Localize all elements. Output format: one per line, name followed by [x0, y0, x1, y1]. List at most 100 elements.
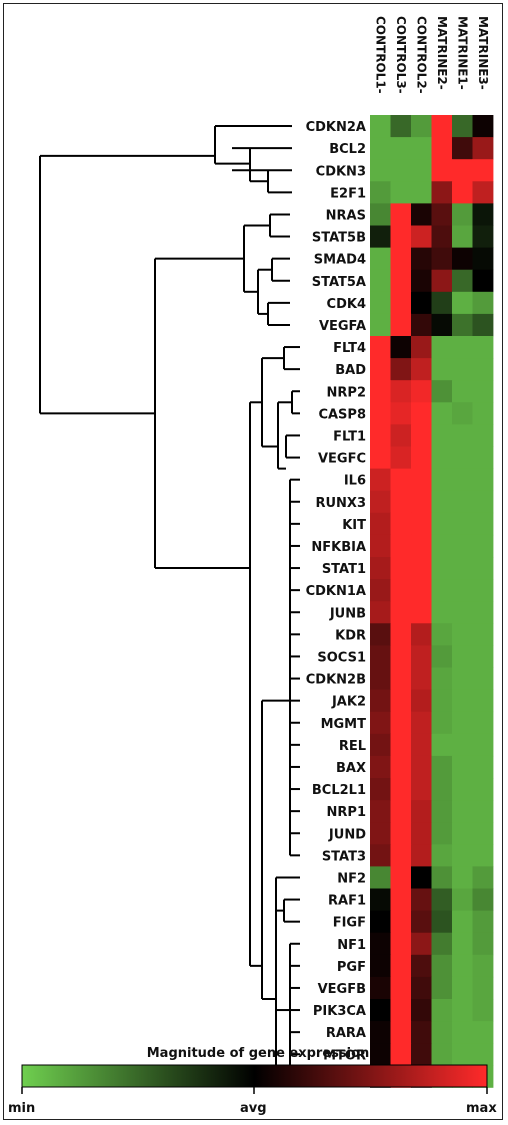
heatmap-cell [472, 999, 494, 1022]
heatmap-cell [431, 269, 453, 293]
heatmap-cell [390, 159, 412, 182]
heatmap-cell [472, 932, 494, 956]
heatmap-cell [411, 1021, 432, 1044]
heatmap-cell [370, 623, 391, 646]
heatmap-cell [370, 313, 391, 337]
heatmap-cell [431, 623, 453, 646]
heatmap-cell [370, 424, 391, 447]
row-label: RUNX3 [315, 496, 366, 511]
heatmap-cell [452, 932, 473, 956]
heatmap-cell [370, 932, 391, 956]
column-label: MATRINE3- [476, 16, 490, 90]
heatmap-cell [411, 579, 432, 602]
row-labels: CDKN2A BCL2 CDKN3 E2F1 NRAS STAT5B SMAD4 STAT5A… [306, 120, 367, 1085]
heatmap-cells [370, 115, 494, 1088]
heatmap-cell [472, 269, 494, 293]
heatmap-cell [472, 866, 494, 889]
heatmap-cell [472, 778, 494, 801]
heatmap-cell [411, 910, 432, 934]
heatmap-cell [390, 424, 412, 447]
heatmap-cell [431, 711, 453, 735]
row-label: KIT [342, 518, 366, 533]
heatmap-cell [370, 755, 391, 779]
row-label: STAT1 [322, 562, 366, 577]
row-label: KDR [335, 628, 366, 643]
heatmap-cell [452, 866, 473, 889]
heatmap-cell [431, 888, 453, 911]
colorbar-min-label: min [8, 1101, 35, 1116]
heatmap-cell [370, 733, 391, 757]
row-label: MGMT [321, 717, 367, 732]
heatmap-cell [452, 137, 473, 160]
row-label: FIGF [333, 916, 366, 931]
heatmap-cell [390, 822, 412, 845]
heatmap-cell [390, 601, 412, 624]
heatmap-cell [431, 932, 453, 956]
figure-frame [3, 3, 503, 1120]
heatmap-cell [452, 557, 473, 580]
heatmap-cell [472, 203, 494, 226]
heatmap-cell [411, 755, 432, 779]
row-label: CDK4 [327, 297, 366, 312]
heatmap-cell [431, 380, 453, 403]
row-label: IL6 [344, 474, 366, 489]
row-label: VEGFA [319, 319, 366, 334]
row-label: JUNB [329, 606, 366, 621]
heatmap-cell [370, 579, 391, 602]
heatmap-cell [370, 269, 391, 293]
heatmap-cell [411, 203, 432, 226]
heatmap-cell [390, 667, 412, 690]
row-label: CDKN1A [306, 584, 366, 599]
heatmap-cell [452, 336, 473, 359]
heatmap-cell [452, 159, 473, 182]
heatmap-cell [431, 1043, 453, 1066]
row-label: NRAS [326, 208, 366, 223]
heatmap-cell [472, 446, 494, 469]
heatmap-cell [390, 623, 412, 646]
heatmap-cell [472, 689, 494, 713]
heatmap-cell [472, 954, 494, 978]
heatmap-cell [431, 689, 453, 713]
heatmap-cell [390, 733, 412, 757]
heatmap-cell [411, 358, 432, 381]
heatmap-cell [431, 291, 453, 315]
heatmap-cell [431, 667, 453, 690]
heatmap-cell [390, 446, 412, 469]
heatmap-cell [452, 778, 473, 801]
row-label: NF2 [337, 871, 366, 886]
heatmap-cell [411, 380, 432, 403]
heatmap-cell [411, 247, 432, 271]
heatmap-cell [390, 181, 412, 204]
heatmap-cell [472, 115, 494, 138]
heatmap-cell [411, 954, 432, 978]
heatmap-cell [431, 601, 453, 624]
heatmap-cell [472, 800, 494, 823]
row-label: BAD [335, 363, 366, 378]
heatmap-cell [390, 203, 412, 226]
heatmap-cell [472, 336, 494, 359]
heatmap-cell [411, 225, 432, 248]
heatmap-cell [472, 424, 494, 447]
row-label: VEGFC [318, 452, 366, 467]
heatmap-cell [370, 1021, 391, 1044]
heatmap-cell [452, 822, 473, 845]
row-label: MTOR [323, 1048, 366, 1063]
heatmap-cell [452, 888, 473, 911]
heatmap-cell [472, 490, 494, 514]
heatmap-cell [431, 468, 453, 492]
heatmap-cell [452, 711, 473, 735]
row-label: FLT4 [333, 341, 366, 356]
heatmap-cell [431, 778, 453, 801]
heatmap-cell [452, 247, 473, 271]
row-label: CDKN3 [316, 164, 366, 179]
heatmap-cell [370, 115, 391, 138]
heatmap-cell [390, 468, 412, 492]
heatmap-cell [452, 225, 473, 248]
heatmap-cell [411, 645, 432, 668]
heatmap-cell [452, 645, 473, 668]
heatmap-cell [370, 490, 391, 514]
heatmap-cell [370, 402, 391, 425]
heatmap-cell [370, 512, 391, 536]
heatmap-cell [411, 711, 432, 735]
heatmap-cell [411, 534, 432, 558]
